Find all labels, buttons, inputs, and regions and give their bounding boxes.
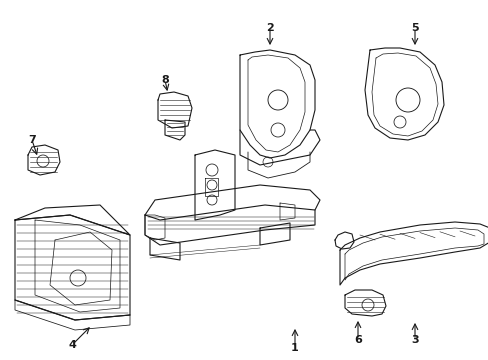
Text: 2: 2 [265,23,273,33]
Text: 8: 8 [161,75,168,85]
Text: 3: 3 [410,335,418,345]
Text: 6: 6 [353,335,361,345]
Text: 4: 4 [68,340,76,350]
Text: 1: 1 [290,343,298,353]
Text: 7: 7 [28,135,36,145]
Text: 5: 5 [410,23,418,33]
